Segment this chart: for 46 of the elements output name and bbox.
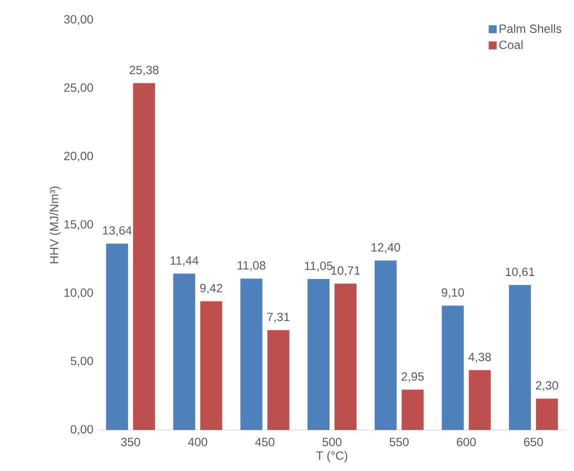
y-tick-label: 10,00 xyxy=(64,288,94,298)
bar xyxy=(173,274,196,430)
y-tick-label: 25,00 xyxy=(64,83,94,94)
bar xyxy=(402,390,424,430)
x-tick-label: 400 xyxy=(188,438,208,446)
data-label: 10,71 xyxy=(331,266,360,276)
legend-label: Palm Shells xyxy=(500,24,562,33)
data-label: 4,38 xyxy=(468,352,491,363)
data-label: 11,05 xyxy=(304,262,333,272)
x-tick-label: 500 xyxy=(322,438,342,446)
bar xyxy=(308,278,330,430)
data-label: 10,61 xyxy=(506,268,534,278)
data-label: 13,64 xyxy=(103,226,132,236)
x-tick-label: 450 xyxy=(255,438,274,446)
bar xyxy=(133,83,156,430)
data-label: 25,38 xyxy=(130,66,159,76)
legend-label: Coal xyxy=(499,40,522,50)
data-label: 2,30 xyxy=(536,381,558,392)
bar xyxy=(442,306,464,430)
bar xyxy=(267,330,290,430)
y-tick-label: 5,00 xyxy=(70,356,94,367)
x-tick-label: 350 xyxy=(121,438,140,446)
y-tick-label: 15,00 xyxy=(64,220,94,230)
data-label: 11,44 xyxy=(170,256,198,266)
bar xyxy=(334,284,356,430)
y-tick-label: 0,00 xyxy=(70,425,94,435)
data-label: 9,42 xyxy=(200,284,222,294)
x-tick-label: 600 xyxy=(456,438,476,446)
data-label: 7,31 xyxy=(267,312,290,323)
bar xyxy=(508,284,531,430)
bar xyxy=(536,398,558,430)
bar xyxy=(106,244,128,430)
y-tick-label: 30,00 xyxy=(64,15,94,25)
bar xyxy=(374,260,397,430)
bar xyxy=(200,301,222,430)
y-tick-label: 20,00 xyxy=(64,152,94,162)
data-label: 12,40 xyxy=(372,243,400,254)
x-tick-label: 550 xyxy=(390,438,409,446)
bar xyxy=(240,278,262,430)
data-label: 2,95 xyxy=(402,372,424,382)
x-tick-label: 650 xyxy=(524,438,543,446)
x-axis-title: T (°C) xyxy=(316,451,348,462)
data-label: 9,10 xyxy=(442,288,464,298)
data-label: 11,08 xyxy=(238,261,266,272)
bar xyxy=(468,370,491,430)
y-axis-title: HHV (MJ/Nm³) xyxy=(50,186,61,264)
